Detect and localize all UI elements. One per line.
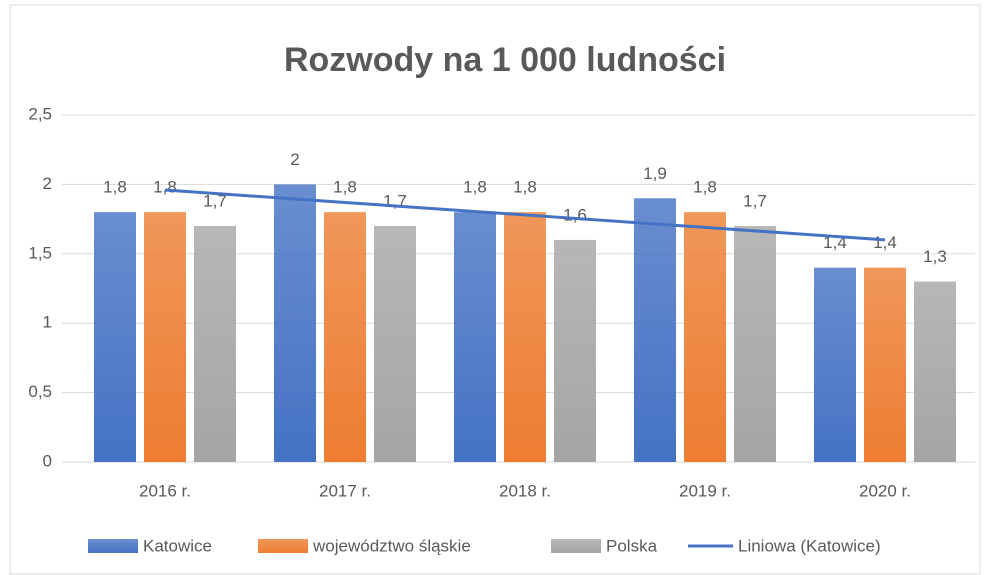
- legend-swatch: [88, 539, 138, 553]
- y-tick-label: 1: [43, 313, 52, 332]
- x-tick-label: 2018 r.: [499, 481, 551, 500]
- data-label: 1,8: [333, 178, 357, 197]
- data-label: 1,8: [513, 178, 537, 197]
- data-label: 1,8: [153, 178, 177, 197]
- chart-title: Rozwody na 1 000 ludności: [284, 41, 726, 79]
- bar: [504, 212, 546, 462]
- x-tick-label: 2016 r.: [139, 481, 191, 500]
- bar: [94, 212, 136, 462]
- legend-label: Polska: [606, 536, 658, 555]
- bar: [734, 226, 776, 462]
- data-label: 1,4: [873, 233, 897, 252]
- bar: [634, 198, 676, 462]
- legend-swatch: [551, 539, 601, 553]
- legend-label: województwo śląskie: [312, 536, 471, 555]
- y-tick-label: 0: [43, 451, 52, 470]
- data-label: 1,3: [923, 247, 947, 266]
- data-label: 1,7: [743, 192, 767, 211]
- bar: [324, 212, 366, 462]
- data-label: 2: [290, 150, 299, 169]
- bar: [194, 226, 236, 462]
- y-tick-label: 2: [43, 174, 52, 193]
- bar: [274, 184, 316, 462]
- trend-line: [164, 188, 886, 242]
- data-label: 1,8: [693, 178, 717, 197]
- bar: [554, 239, 596, 462]
- x-tick-label: 2017 r.: [319, 481, 371, 500]
- bar: [144, 212, 186, 462]
- bar: [684, 212, 726, 462]
- bar: [814, 267, 856, 462]
- data-label: 1,9: [643, 164, 667, 183]
- legend-swatch: [258, 539, 308, 553]
- legend-label: Liniowa (Katowice): [738, 536, 881, 555]
- legend-label: Katowice: [143, 536, 212, 555]
- data-label: 1,6: [563, 205, 587, 224]
- data-label: 1,7: [203, 192, 227, 211]
- bar: [864, 267, 906, 462]
- y-tick-label: 2,5: [28, 104, 52, 123]
- data-label: 1,8: [103, 178, 127, 197]
- y-tick-label: 0,5: [28, 382, 52, 401]
- bar: [374, 226, 416, 462]
- data-label: 1,8: [463, 178, 487, 197]
- y-tick-label: 1,5: [28, 243, 52, 262]
- bar: [454, 212, 496, 462]
- x-tick-label: 2020 r.: [859, 481, 911, 500]
- bar: [914, 281, 956, 462]
- x-tick-label: 2019 r.: [679, 481, 731, 500]
